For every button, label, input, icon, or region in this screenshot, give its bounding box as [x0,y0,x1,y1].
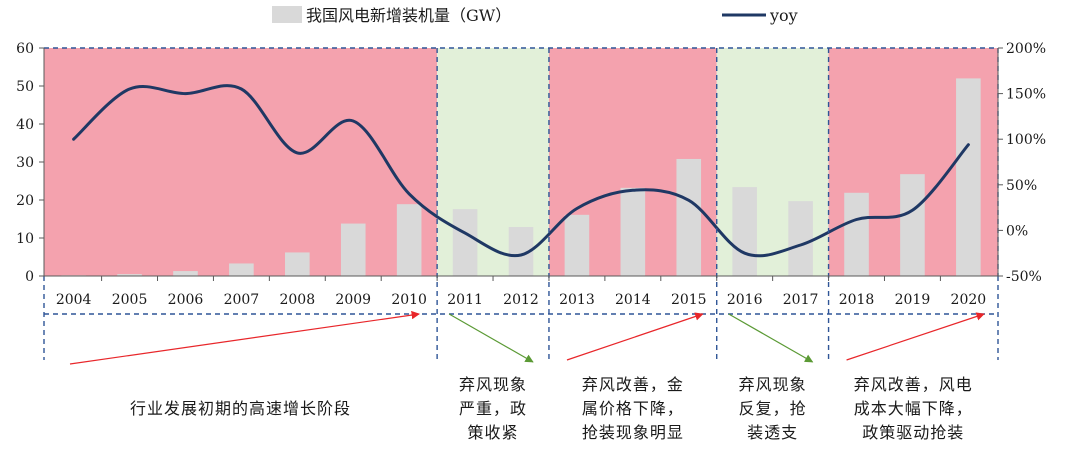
phase-label-5-line-2: 成本大幅下降， [854,399,973,418]
legend-bar-label: 我国风电新增装机量（GW） [306,6,511,25]
phase-label-5-line-3: 政策驱动抢装 [862,423,964,442]
bar-2018 [844,193,869,276]
bar-2019 [900,174,925,276]
x-tick-label-2011: 2011 [447,292,483,308]
x-tick-label-2010: 2010 [391,292,427,308]
bar-2016 [732,187,757,276]
bar-2009 [341,224,366,276]
phase-label-2-line-2: 严重，政 [459,399,527,418]
x-tick-label-2004: 2004 [56,292,92,308]
x-tick-label-2016: 2016 [727,292,763,308]
bar-2017 [788,201,813,276]
phase-arrow-5 [847,314,984,360]
phase-arrow-1 [70,314,419,364]
right-tick-label-150%: 150% [1006,87,1046,103]
phase-label-3-line-3: 抢装现象明显 [582,423,684,442]
phase-label-4-line-1: 弃风现象 [739,375,807,394]
phase-arrow-3 [567,314,703,360]
right-tick-label-50%: 50% [1006,178,1037,194]
x-tick-label-2020: 2020 [951,292,987,308]
x-tick-label-2015: 2015 [671,292,707,308]
left-tick-label-40: 40 [16,117,34,133]
right-tick-label--50%: -50% [1006,269,1042,285]
x-tick-label-2006: 2006 [168,292,204,308]
x-tick-label-2012: 2012 [503,292,539,308]
left-tick-label-60: 60 [16,41,34,57]
x-tick-label-2007: 2007 [224,292,260,308]
x-tick-label-2008: 2008 [279,292,315,308]
phase-label-5-line-1: 弃风改善，风电 [854,375,973,394]
x-tick-label-2019: 2019 [895,292,931,308]
bar-2008 [285,252,310,276]
bar-2010 [397,204,422,276]
phase-label-2-line-3: 策收紧 [468,423,519,442]
left-tick-label-30: 30 [16,155,34,171]
phase-label-3-line-1: 弃风改善，金 [582,375,684,394]
bar-2006 [173,271,198,276]
phase-label-4-line-2: 反复，抢 [739,399,807,418]
bar-2013 [565,215,590,276]
x-tick-label-2014: 2014 [615,292,651,308]
phase-label-3-line-2: 属价格下降， [582,399,684,418]
left-tick-label-0: 0 [25,269,34,285]
left-tick-label-50: 50 [16,79,34,95]
x-tick-label-2017: 2017 [783,292,819,308]
x-tick-label-2018: 2018 [839,292,875,308]
legend-bar-swatch [272,6,302,23]
phase-arrow-4 [729,314,813,362]
right-tick-label-0%: 0% [1006,223,1028,239]
phase-label-4-line-3: 装透支 [747,423,798,442]
x-tick-label-2013: 2013 [559,292,595,308]
left-tick-label-20: 20 [16,193,34,209]
legend: 我国风电新增装机量（GW） yoy [272,6,798,25]
bar-2011 [453,209,478,276]
bar-2020 [956,78,981,276]
phase-label-1-line-1: 行业发展初期的高速增长阶段 [130,399,351,418]
phase-band-1 [44,48,437,276]
bar-2014 [621,188,646,276]
phase-arrow-2 [449,314,533,362]
x-tick-label-2009: 2009 [335,292,371,308]
x-tick-label-2005: 2005 [112,292,148,308]
right-tick-label-100%: 100% [1006,132,1046,148]
phase-label-2-line-1: 弃风现象 [459,375,527,394]
legend-line-label: yoy [769,6,798,25]
left-tick-label-10: 10 [16,231,34,247]
bar-2015 [676,159,701,276]
bar-2007 [229,263,254,276]
right-tick-label-200%: 200% [1006,41,1046,57]
